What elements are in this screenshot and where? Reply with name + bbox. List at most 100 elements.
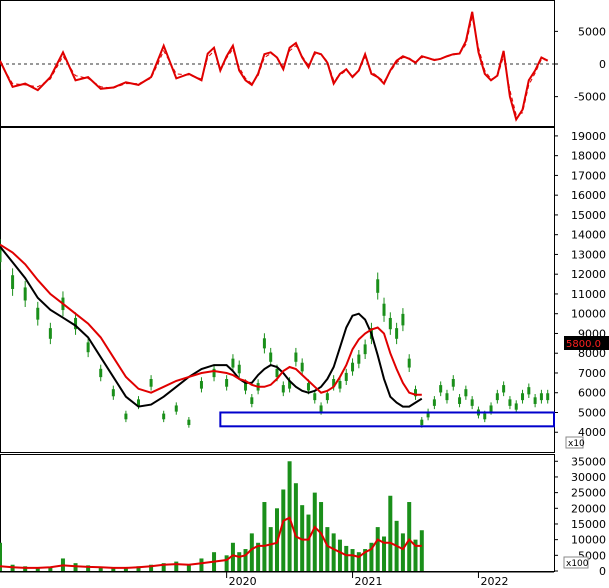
candle-body <box>212 368 216 378</box>
price-axis-tick-label: 6000 <box>578 387 606 400</box>
volume-bar <box>319 502 324 571</box>
candle-body <box>357 354 361 364</box>
price-multiplier-text: x10 <box>568 439 585 449</box>
candle-body <box>533 397 537 404</box>
volume-bar <box>123 567 128 571</box>
candle-body <box>351 362 355 372</box>
volume-bar <box>287 461 292 571</box>
candle-body <box>395 328 399 339</box>
candle-body <box>124 413 128 420</box>
volume-bar <box>356 552 361 571</box>
price-axis-tick-label: 16000 <box>571 189 606 202</box>
candle-body <box>527 387 531 395</box>
price-axis-tick-label: 19000 <box>571 130 606 143</box>
price-multiplier: x10 <box>565 436 585 449</box>
candle-body <box>149 379 153 387</box>
candle-body <box>281 385 285 393</box>
candle-body <box>432 399 436 406</box>
price-axis-tick-label: 12000 <box>571 268 606 281</box>
candle-body <box>306 383 310 391</box>
price-panel: 19000 18000 17000 16000 15000 14000 13000 12000… <box>0 127 609 453</box>
volume-bar <box>369 542 374 571</box>
candle-body <box>363 344 367 355</box>
candle-body <box>86 342 90 353</box>
candle-body <box>231 358 235 368</box>
candle-body <box>262 338 266 349</box>
volume-bar <box>262 502 267 571</box>
volume-bar <box>0 542 2 571</box>
volume-bar <box>186 564 191 571</box>
volume-bar <box>388 495 393 571</box>
volume-bar <box>230 542 235 571</box>
volume-bar <box>86 565 91 571</box>
candle-body <box>225 379 229 387</box>
candle-body <box>174 405 178 412</box>
candle-body <box>382 303 386 316</box>
volume-bar <box>98 567 103 571</box>
volume-bar <box>174 561 179 571</box>
candle-body <box>162 413 166 420</box>
price-axis-tick-label: 7000 <box>578 367 606 380</box>
candle-body <box>546 393 550 401</box>
oscillator-axis-tick-label: -5000 <box>574 91 606 104</box>
candle-body <box>502 385 506 393</box>
oscillator-panel: 5000 0 -5000 <box>0 0 606 127</box>
candle-body <box>439 385 443 393</box>
candle-body <box>407 358 411 368</box>
candle-body <box>338 381 342 389</box>
price-multiplier-box <box>565 436 584 449</box>
volume-bar <box>224 555 229 571</box>
volume-average-line <box>0 516 422 569</box>
candle-body <box>275 368 279 378</box>
candle-body <box>401 313 405 326</box>
candle-body <box>269 352 273 362</box>
candle-body <box>420 419 424 426</box>
volume-axis-tick-label: 0 <box>599 565 606 578</box>
candle-body <box>237 364 241 374</box>
volume-series <box>0 516 422 569</box>
candle-body <box>426 411 430 418</box>
volume-bar <box>136 566 141 571</box>
volume-bar <box>300 505 305 571</box>
last-price-label: 5800.0 <box>564 336 609 350</box>
volume-bar <box>48 567 53 571</box>
candle-body <box>495 393 499 401</box>
candle-body <box>332 379 336 387</box>
moving-average-long <box>0 243 422 396</box>
volume-bar <box>375 527 380 571</box>
support-box <box>219 411 555 428</box>
candle-body <box>187 419 191 426</box>
volume-axis-tick-label: 35000 <box>571 455 606 468</box>
candle-body <box>137 399 140 406</box>
volume-bar <box>325 527 330 571</box>
candle-body <box>539 393 543 401</box>
price-frame <box>0 127 555 453</box>
candle-body <box>458 397 462 404</box>
volume-bar <box>281 489 286 571</box>
volume-bar <box>331 533 336 571</box>
last-price-box <box>564 336 609 350</box>
volume-bar <box>199 558 204 571</box>
candle-body <box>74 317 78 330</box>
candle-body <box>464 389 468 397</box>
candle-body <box>514 403 518 410</box>
candle-body <box>36 307 40 320</box>
volume-bar <box>161 563 166 571</box>
candle-body <box>23 287 27 301</box>
price-axis-tick-label: 15000 <box>571 209 606 222</box>
candle-body <box>0 246 2 263</box>
candle-body <box>388 317 392 330</box>
volume-bar <box>337 539 342 571</box>
volume-axis-tick-label: 15000 <box>571 518 606 531</box>
candle-body <box>521 393 525 401</box>
volume-bar <box>306 514 311 571</box>
price-series <box>0 243 423 408</box>
price-axis-tick-label: 18000 <box>571 150 606 163</box>
price-axis-tick-label: 5000 <box>578 406 606 419</box>
price-axis: 19000 18000 17000 16000 15000 14000 13000 12000… <box>554 130 606 439</box>
volume-bar <box>249 533 254 571</box>
volume-axis-tick-label: 20000 <box>571 502 606 515</box>
volume-bar <box>400 533 405 571</box>
